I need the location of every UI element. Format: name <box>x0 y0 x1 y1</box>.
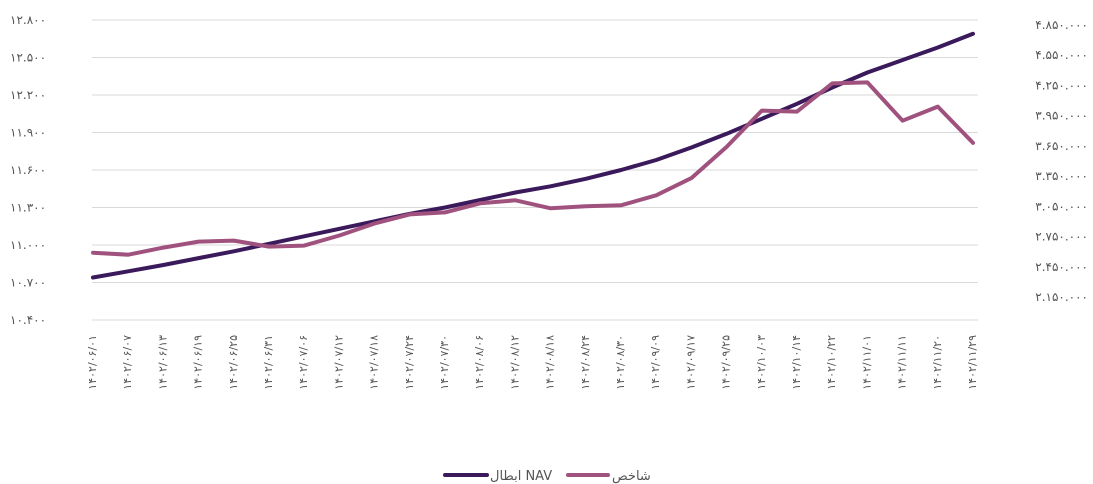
right-tick-label: ۳.۳۵۰.۰۰۰ <box>1035 169 1088 183</box>
left-tick-label: ۱۱.۰۰۰ <box>10 238 46 252</box>
x-tick-label: ۱۴۰۲/۰۸/۲۴ <box>579 335 592 390</box>
x-tick-label: ۱۴۰۲/۰۸/۰۶ <box>473 335 486 390</box>
x-tick-label: ۱۴۰۲/۱۰/۰۳ <box>755 335 768 390</box>
x-tick-label: ۱۴۰۲/۰۶/۳۱ <box>262 335 275 390</box>
left-tick-label: ۱۱.۶۰۰ <box>10 163 46 177</box>
right-tick-label: ۳.۶۵۰.۰۰۰ <box>1035 139 1088 153</box>
left-tick-label: ۱۲.۲۰۰ <box>10 88 46 102</box>
x-tick-label: ۱۴۰۲/۰۹/۱۷ <box>684 335 697 390</box>
x-tick-label: ۱۴۰۲/۱۰/۲۲ <box>825 335 838 390</box>
grid-lines <box>92 19 978 321</box>
x-tick-label: ۱۴۰۲/۰۷/۳۰ <box>438 335 451 390</box>
left-tick-label: ۱۱.۹۰۰ <box>10 126 46 140</box>
right-tick-label: ۲.۷۵۰.۰۰۰ <box>1035 230 1088 244</box>
left-tick-label: ۱۲.۸۰۰ <box>10 13 46 27</box>
x-tick-label: ۱۴۰۲/۰۸/۳۰ <box>614 335 627 390</box>
series-line-index <box>91 80 975 257</box>
right-tick-label: ۳.۰۵۰.۰۰۰ <box>1035 199 1088 213</box>
x-tick-label: ۱۴۰۲/۰۷/۱۸ <box>368 335 381 390</box>
x-tick-label: ۱۴۰۲/۱۱/۲۰ <box>931 335 944 390</box>
x-tick-label: ۱۴۰۲/۰۸/۱۲ <box>508 335 521 390</box>
x-tick-label: ۱۴۰۲/۰۷/۲۴ <box>403 335 416 390</box>
x-tick-label: ۱۴۰۲/۰۹/۰۹ <box>649 335 662 390</box>
series-lines <box>91 31 975 280</box>
left-tick-label: ۱۱.۳۰۰ <box>10 201 46 215</box>
x-tick-label: ۱۴۰۲/۰۶/۰۷ <box>121 335 134 390</box>
x-tick-label: ۱۴۰۲/۰۷/۱۲ <box>332 335 345 390</box>
left-tick-label: ۱۰.۷۰۰ <box>10 276 46 290</box>
x-axis-ticks: ۱۴۰۲/۰۶/۰۱ ۱۴۰۲/۰۶/۰۷ ۱۴۰۲/۰۶/۱۳ ۱۴۰۲/۰۶/۱۹… <box>86 335 979 390</box>
legend: ابطال NAV شاخص <box>443 469 651 484</box>
x-tick-label: ۱۴۰۲/۰۶/۱۹ <box>192 335 205 390</box>
x-tick-label: ۱۴۰۲/۰۶/۱۳ <box>156 335 169 390</box>
right-tick-label: ۲.۱۵۰.۰۰۰ <box>1035 290 1088 304</box>
x-tick-label: ۱۴۰۲/۰۹/۲۵ <box>720 335 733 390</box>
x-tick-label: ۱۴۰۲/۱۱/۰۱ <box>860 335 873 390</box>
legend-label-nav: ابطال NAV <box>490 469 552 484</box>
right-tick-label: ۴.۵۵۰.۰۰۰ <box>1035 48 1088 62</box>
x-tick-label: ۱۴۰۲/۰۶/۲۵ <box>227 335 240 390</box>
left-tick-label: ۱۰.۴۰۰ <box>10 313 46 327</box>
right-tick-label: ۳.۹۵۰.۰۰۰ <box>1035 109 1088 123</box>
x-tick-label: ۱۴۰۲/۱۱/۲۹ <box>966 335 979 390</box>
x-tick-label: ۱۴۰۲/۰۶/۰۱ <box>86 335 99 390</box>
x-tick-label: ۱۴۰۲/۱۱/۱۱ <box>896 335 909 390</box>
right-tick-label: ۴.۲۵۰.۰۰۰ <box>1035 78 1088 92</box>
right-tick-label: ۲.۴۵۰.۰۰۰ <box>1035 260 1088 274</box>
x-tick-label: ۱۴۰۲/۱۰/۱۴ <box>790 335 803 390</box>
legend-label-index: شاخص <box>612 469 651 484</box>
x-tick-label: ۱۴۰۲/۰۷/۰۶ <box>297 335 310 390</box>
right-tick-label: ۴.۸۵۰.۰۰۰ <box>1035 18 1088 32</box>
left-tick-label: ۱۲.۵۰۰ <box>10 51 46 65</box>
left-axis-ticks: ۱۰.۴۰۰ ۱۰.۷۰۰ ۱۱.۰۰۰ ۱۱.۳۰۰ ۱۱.۶۰۰ ۱۱.۹۰۰ ۱۲.۲… <box>10 13 46 327</box>
x-tick-label: ۱۴۰۲/۰۸/۱۸ <box>544 335 557 390</box>
right-axis-ticks: ۲.۱۵۰.۰۰۰ ۲.۴۵۰.۰۰۰ ۲.۷۵۰.۰۰۰ ۳.۰۵۰.۰۰۰ ۳.۳۵… <box>1035 18 1088 304</box>
